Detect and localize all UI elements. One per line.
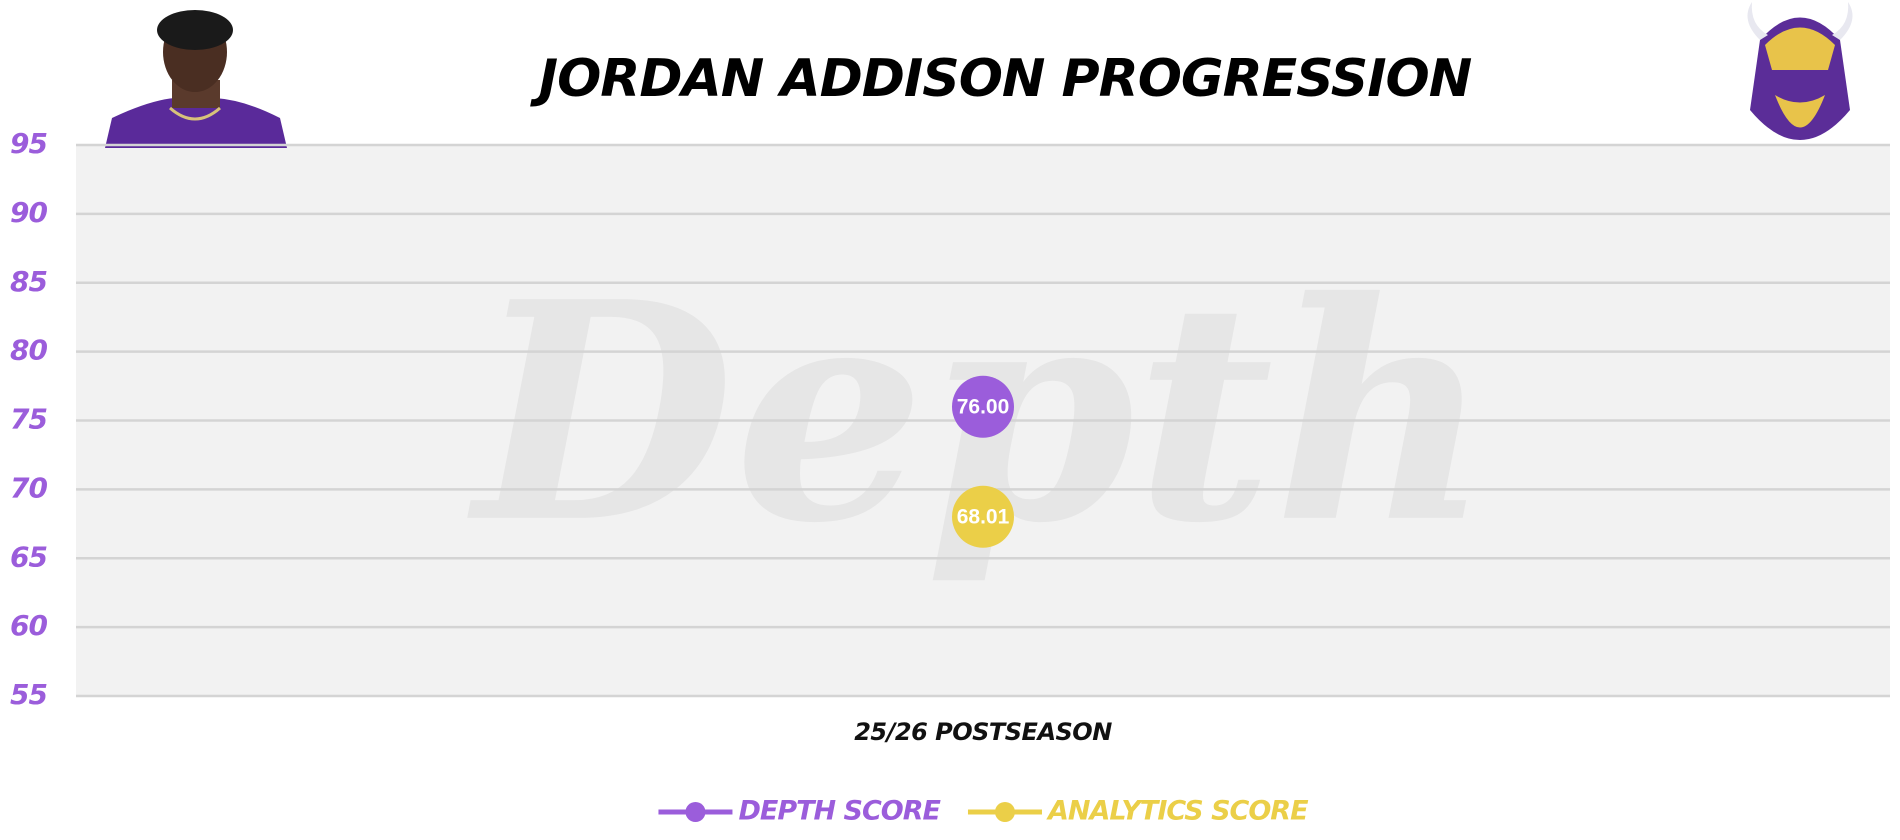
y-tick-label: 80: [10, 334, 47, 367]
legend-marker: [994, 802, 1015, 822]
chart-title: JORDAN ADDISON PROGRESSION: [530, 49, 1472, 109]
x-tick-label: 25/26 POSTSEASON: [854, 718, 1112, 746]
y-tick-label: 85: [10, 265, 47, 298]
legend-label: DEPTH SCORE: [738, 796, 941, 827]
y-tick-label: 60: [10, 609, 47, 642]
data-label: 68.01: [957, 505, 1010, 528]
data-point: [952, 485, 1014, 548]
player-photo: [105, 10, 287, 148]
y-tick-label: 65: [10, 540, 47, 573]
y-tick-label: 70: [10, 471, 47, 504]
y-tick-label: 55: [10, 678, 47, 711]
legend-item: DEPTH SCORE: [658, 796, 943, 827]
y-tick-label: 95: [10, 127, 47, 160]
y-tick-label: 75: [10, 403, 47, 436]
legend-marker: [685, 802, 706, 822]
team-logo: [1747, 2, 1853, 140]
data-label: 76.00: [957, 395, 1010, 418]
y-tick-label: 90: [10, 196, 47, 229]
data-point: [952, 375, 1014, 438]
legend-item: ANALYTICS SCORE: [967, 796, 1310, 827]
legend-label: ANALYTICS SCORE: [1046, 796, 1309, 827]
